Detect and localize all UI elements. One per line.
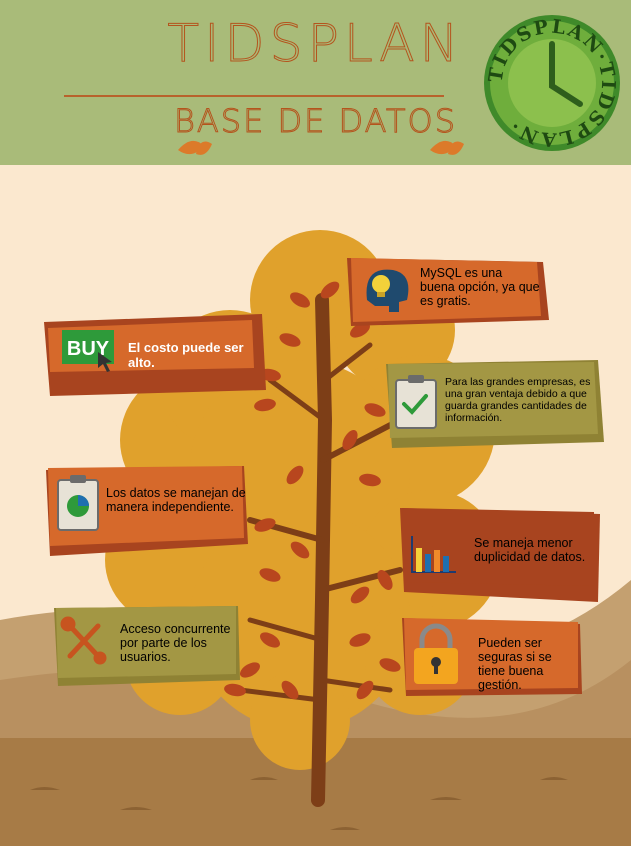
page-subtitle: BASE DE DATOS	[173, 102, 458, 141]
card-enterprise-text: Para las grandes empresas, es una gran v…	[445, 376, 591, 424]
card-mysql	[347, 258, 549, 326]
card-mysql-text: MySQL es una buena opción, ya que es gra…	[420, 266, 540, 308]
padlock-icon	[414, 623, 458, 684]
tree-leaves	[224, 281, 401, 700]
card-independent-text: Los datos se manejan de manera independi…	[106, 486, 246, 514]
card-concurrent-text: Acceso concurrente por parte de los usua…	[120, 622, 231, 664]
card-independent	[46, 466, 248, 556]
card-secure-text: Pueden ser seguras si se tiene buena ges…	[478, 636, 552, 692]
head-lightbulb-icon	[366, 269, 409, 312]
cursor-icon	[98, 352, 112, 372]
card-enterprise	[386, 360, 604, 448]
tools-icon	[60, 616, 107, 665]
card-concurrent	[54, 606, 240, 686]
clipboard-chart-icon	[57, 475, 99, 531]
card-cost: BUY	[44, 314, 266, 396]
card-cost-text: El costo puede ser alto.	[128, 340, 244, 370]
card-duplicity-text: Se maneja menor duplicidad de datos.	[474, 536, 586, 564]
header-divider	[64, 95, 444, 97]
bar-chart-icon	[411, 536, 456, 573]
page-title: TIDSPLAN	[167, 14, 464, 75]
card-secure	[402, 618, 582, 696]
clipboard-check-icon	[395, 375, 437, 429]
card-duplicity	[400, 508, 600, 602]
tidsplan-logo: TIDSPLAN·TIDSPLAN·	[484, 15, 620, 151]
